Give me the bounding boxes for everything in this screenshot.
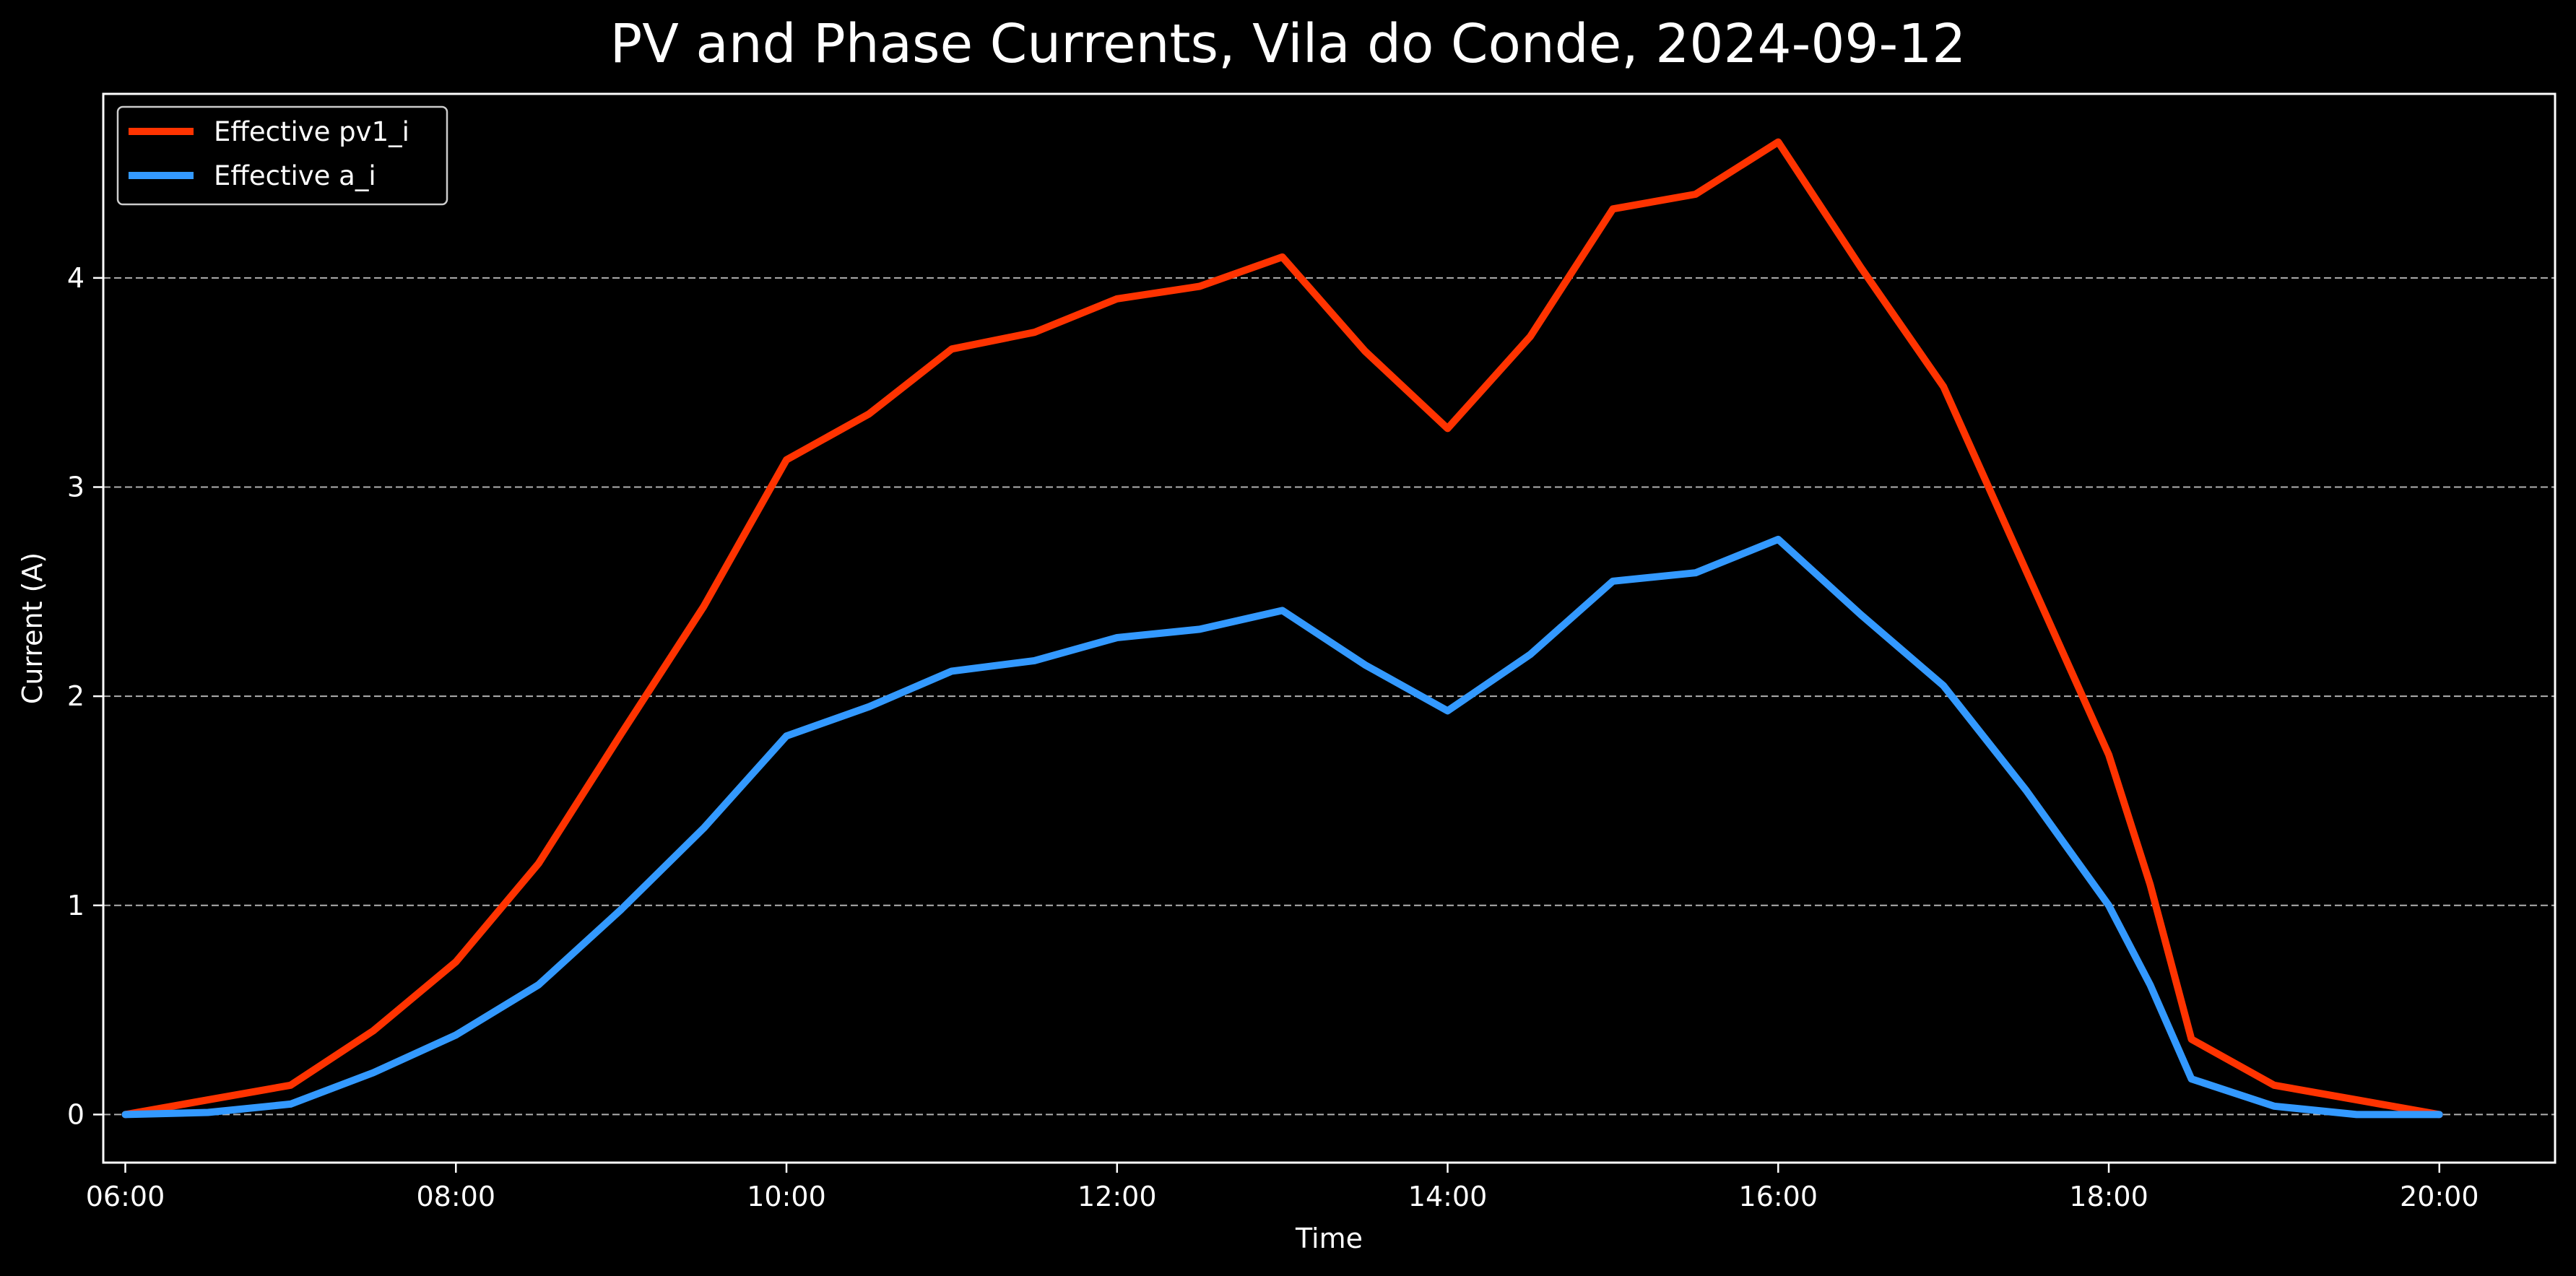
y-tick-label: 4 <box>67 262 84 294</box>
y-tick-label: 3 <box>67 472 84 503</box>
legend-label: Effective pv1_i <box>214 116 409 147</box>
series-lines <box>121 138 2443 1119</box>
chart-title: PV and Phase Currents, Vila do Conde, 20… <box>610 13 1966 75</box>
y-axis-label: Current (A) <box>17 552 48 704</box>
x-tick-label: 10:00 <box>747 1181 826 1212</box>
x-axis-label: Time <box>1295 1223 1363 1254</box>
y-tick-label: 1 <box>67 890 84 921</box>
legend: Effective pv1_i Effective a_i <box>116 105 448 206</box>
grid-lines <box>103 277 2555 1116</box>
legend-box <box>116 105 448 206</box>
x-tick-label: 08:00 <box>417 1181 496 1212</box>
y-axis: 0 1 2 3 4 <box>67 262 103 1130</box>
x-tick-label: 16:00 <box>1739 1181 1818 1212</box>
series-line <box>121 535 2443 1119</box>
x-tick-label: 18:00 <box>2069 1181 2148 1212</box>
x-tick-label: 14:00 <box>1408 1181 1488 1212</box>
y-tick-label: 0 <box>67 1098 84 1130</box>
y-tick-label: 2 <box>67 680 84 712</box>
x-tick-label: 20:00 <box>2400 1181 2479 1212</box>
x-axis: 06:00 08:00 10:00 12:00 14:00 16:00 18:00 20:00 <box>86 1163 2479 1212</box>
plot-frame <box>102 92 2557 1164</box>
x-tick-label: 06:00 <box>86 1181 165 1212</box>
x-tick-label: 12:00 <box>1077 1181 1157 1212</box>
legend-label: Effective a_i <box>214 160 376 191</box>
series-line <box>121 138 2443 1119</box>
